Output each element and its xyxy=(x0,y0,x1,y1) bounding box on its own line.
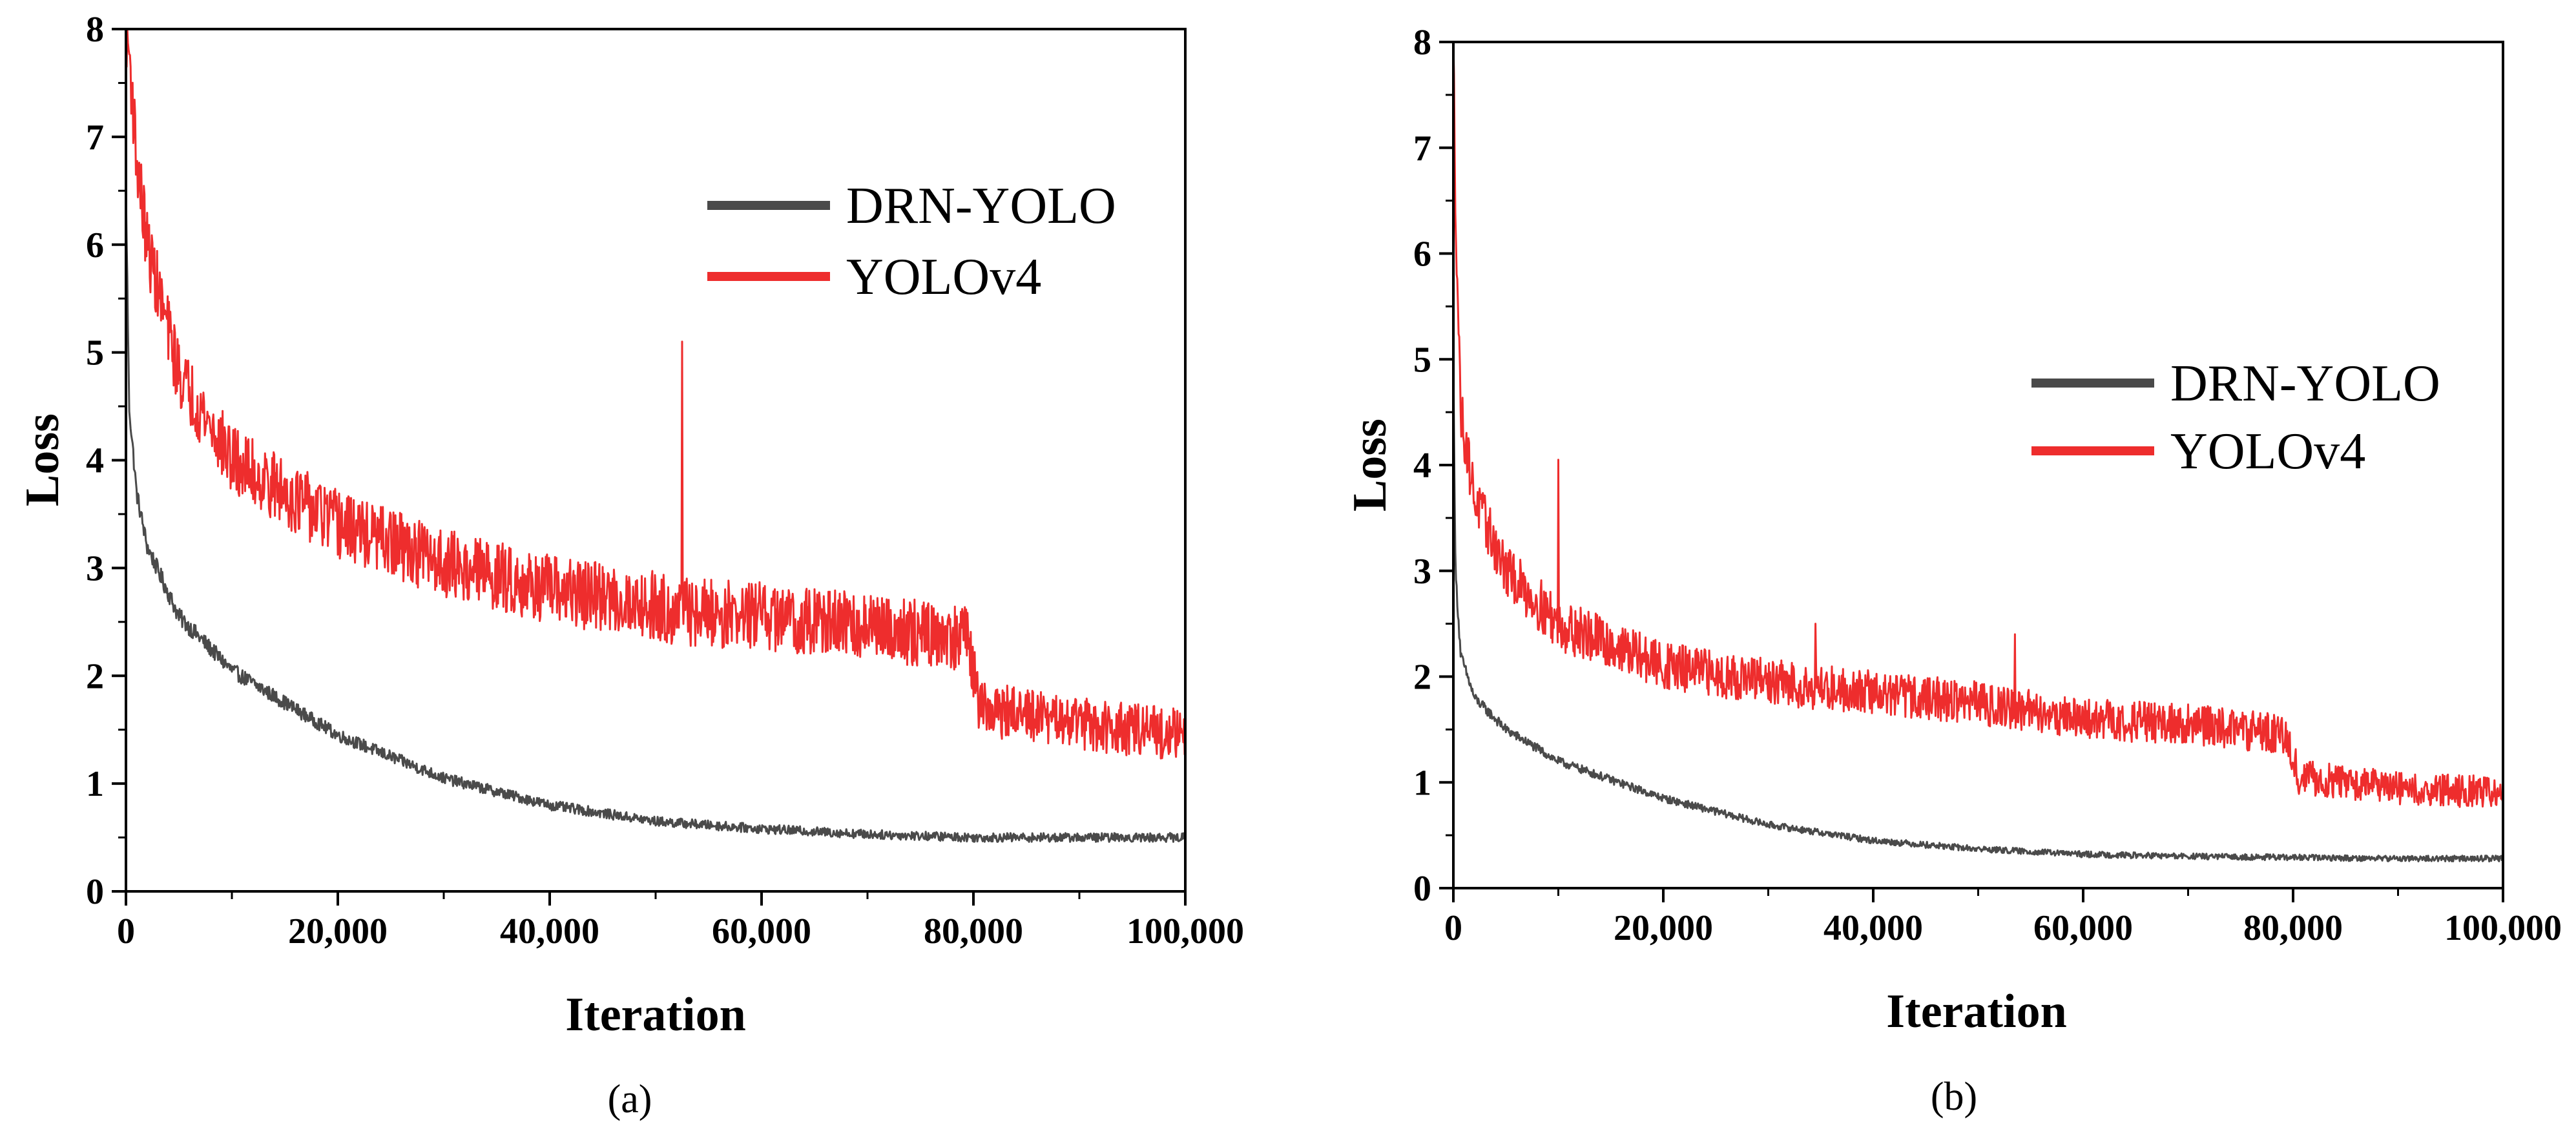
chart-panel-a: 0 20,000 40,000 60,000 80,000 100,000 0 1 2 3 4 5 6 7… xyxy=(16,10,1244,1121)
x-tick-label: 0 xyxy=(1444,908,1462,948)
legend-label-drn-yolo: DRN-YOLO xyxy=(846,178,1116,234)
series-line-yolov4 xyxy=(1452,41,2504,808)
x-tick-label: 40,000 xyxy=(1823,908,1923,948)
y-tick-label: 0 xyxy=(86,872,104,912)
legend: DRN-YOLO YOLOv4 xyxy=(707,178,1116,306)
series-line-yolov4 xyxy=(125,28,1187,760)
plot-frame xyxy=(125,28,1187,893)
y-axis-title: Loss xyxy=(16,413,69,506)
axis-ticks: 0 20,000 40,000 60,000 80,000 100,000 0 1 2 3 4 5 6 7… xyxy=(86,10,1244,951)
series-layer xyxy=(1452,41,2504,863)
chart-panel-b: 0 20,000 40,000 60,000 80,000 100,000 0 1 2 3 4 5 6 7… xyxy=(1344,23,2562,1119)
y-tick-label: 5 xyxy=(1413,340,1431,380)
y-tick-label: 6 xyxy=(1413,234,1431,275)
legend: DRN-YOLO YOLOv4 xyxy=(2031,355,2440,480)
legend-label-yolov4: YOLOv4 xyxy=(2170,423,2365,480)
x-tick-label: 80,000 xyxy=(924,911,1023,951)
y-tick-label: 8 xyxy=(1413,23,1431,63)
x-tick-label: 0 xyxy=(117,911,135,951)
y-tick-label: 1 xyxy=(1413,763,1431,803)
axis-ticks: 0 20,000 40,000 60,000 80,000 100,000 0 1 2 3 4 5 6 7… xyxy=(1413,23,2562,948)
y-tick-label: 4 xyxy=(86,441,104,481)
y-tick-label: 1 xyxy=(86,764,104,804)
y-tick-label: 3 xyxy=(86,548,104,588)
y-tick-label: 2 xyxy=(1413,658,1431,698)
x-tick-label: 60,000 xyxy=(2033,908,2133,948)
series-layer xyxy=(125,28,1187,843)
x-tick-label: 20,000 xyxy=(1614,908,1713,948)
x-tick-label: 100,000 xyxy=(1127,911,1244,951)
x-tick-label: 100,000 xyxy=(2444,908,2562,948)
panel-caption: (b) xyxy=(1931,1075,1977,1119)
y-tick-label: 8 xyxy=(86,10,104,50)
y-tick-label: 7 xyxy=(1413,129,1431,169)
x-tick-label: 20,000 xyxy=(288,911,388,951)
y-tick-label: 6 xyxy=(86,225,104,265)
y-tick-label: 2 xyxy=(86,656,104,696)
y-tick-label: 7 xyxy=(86,118,104,158)
legend-label-drn-yolo: DRN-YOLO xyxy=(2170,355,2440,412)
y-tick-label: 3 xyxy=(1413,552,1431,592)
y-tick-label: 4 xyxy=(1413,446,1431,486)
x-axis-title: Iteration xyxy=(1886,985,2067,1038)
x-tick-label: 80,000 xyxy=(2243,908,2343,948)
y-tick-label: 0 xyxy=(1413,869,1431,909)
legend-label-yolov4: YOLOv4 xyxy=(846,249,1041,306)
x-axis-title: Iteration xyxy=(565,988,746,1041)
y-axis-title: Loss xyxy=(1344,419,1397,512)
x-tick-label: 60,000 xyxy=(712,911,811,951)
y-tick-label: 5 xyxy=(86,333,104,373)
x-tick-label: 40,000 xyxy=(500,911,599,951)
panel-caption: (a) xyxy=(608,1077,652,1121)
series-line-drn-yolo xyxy=(125,187,1187,843)
series-line-drn-yolo xyxy=(1452,356,2504,863)
